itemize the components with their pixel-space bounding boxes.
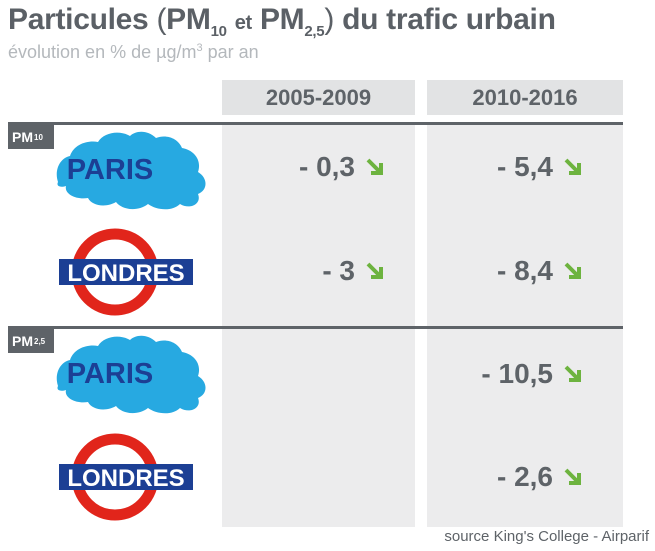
arrow-down-right-icon: [564, 158, 581, 175]
title-et: et: [234, 12, 252, 34]
subtitle-sup: 3: [196, 42, 203, 54]
pm10-tag-label: PM: [12, 129, 33, 145]
title-sub10: 10: [210, 23, 227, 40]
value-text: - 10,5: [481, 358, 553, 389]
value-text: - 2,6: [496, 461, 553, 492]
title-sub25: 2,5: [304, 23, 325, 40]
value-text: - 8,4: [496, 255, 553, 286]
title-main: Particules: [8, 3, 149, 36]
pm25-tag: PM 2,5: [8, 329, 54, 353]
arrow-down-right-icon: [564, 468, 581, 485]
pm25-tag-sub: 2,5: [34, 336, 46, 346]
pm10-tag: PM 10: [8, 125, 54, 149]
pm10-tag-sub: 10: [34, 132, 43, 142]
column-header-2010-2016: 2010-2016: [427, 80, 623, 115]
value-cell: - 3: [322, 255, 385, 286]
london-roundel-logo: LONDRES: [59, 433, 193, 521]
source-note: source King's College - Airparif: [444, 528, 649, 545]
title-pm10: PM: [166, 3, 211, 36]
paris-map-shape: [56, 335, 206, 414]
london-roundel-logo: LONDRES: [59, 228, 193, 316]
arrow-down-right-icon: [366, 158, 383, 175]
subtitle-text: évolution en % de µg/m: [8, 42, 197, 62]
arrow-down-right-icon: [564, 365, 581, 382]
chart-title: Particules (PM10 et PM2,5) du trafic urb…: [8, 3, 556, 40]
value-text: - 3: [322, 255, 355, 286]
roundel-bar: [59, 259, 193, 285]
value-cell: - 10,5: [481, 358, 583, 389]
chart-subtitle: évolution en % de µg/m3 par an: [8, 42, 259, 63]
group-divider-pm10: [8, 122, 623, 125]
value-text: - 0,3: [298, 151, 355, 182]
title-rest: du trafic urbain: [342, 3, 556, 36]
value-cell: - 0,3: [298, 151, 385, 182]
arrow-down-right-icon: [564, 262, 581, 279]
paris-logo-label: PARIS: [67, 154, 153, 186]
london-logo-label: LONDRES: [67, 260, 184, 287]
pm25-tag-label: PM: [12, 333, 33, 349]
paris-logo-label: PARIS: [67, 358, 153, 390]
title-pm25: PM: [259, 3, 305, 36]
roundel-bar: [59, 464, 193, 490]
group-divider-pm25: [8, 326, 623, 329]
subtitle-tail: par an: [202, 42, 259, 62]
paris-logo: PARIS: [56, 335, 206, 414]
value-cell: - 8,4: [496, 255, 583, 286]
paris-map-shape: [56, 131, 206, 210]
value-cell: - 2,6: [496, 461, 583, 492]
arrow-down-right-icon: [366, 262, 383, 279]
paris-logo: PARIS: [56, 131, 206, 210]
value-text: - 5,4: [496, 151, 553, 182]
column-header-2005-2009: 2005-2009: [222, 80, 415, 115]
value-cell: - 5,4: [496, 151, 583, 182]
london-logo-label: LONDRES: [67, 465, 184, 492]
